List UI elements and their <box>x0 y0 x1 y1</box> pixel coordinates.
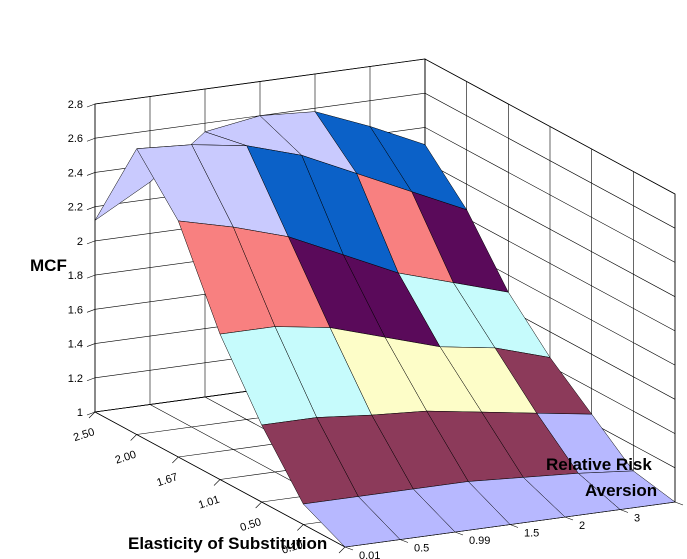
x-tick-label: 2.00 <box>114 449 138 467</box>
y-tick-label: 0.5 <box>414 543 429 555</box>
z-tick-label: 1.6 <box>68 304 83 316</box>
y-tick-mark <box>564 516 574 521</box>
z-tick-label: 2.8 <box>68 99 83 111</box>
x-tick-mark <box>130 434 137 441</box>
z-tick-mark <box>86 274 96 279</box>
z-tick-label: 1.2 <box>68 373 83 385</box>
y-tick-label: 3 <box>634 513 640 525</box>
z-tick-mark <box>86 411 96 416</box>
z-tick-mark <box>86 103 96 108</box>
z-axis-title: MCF <box>30 256 67 275</box>
z-tick-label: 1 <box>77 407 83 419</box>
y-tick-mark <box>619 509 629 513</box>
z-tick-label: 2.4 <box>68 167 83 179</box>
surface-mesh <box>94 111 676 548</box>
x-tick-label: 2.50 <box>72 426 96 444</box>
y-tick-mark <box>399 539 409 543</box>
y-axis-title-line1: Relative Risk <box>546 455 652 474</box>
z-tick-label: 1.4 <box>68 339 83 351</box>
y-tick-label: 1.5 <box>524 528 539 540</box>
x-tick-label: 0.50 <box>239 516 263 534</box>
z-tick-label: 2.6 <box>68 133 83 145</box>
x-tick-label: 1.01 <box>197 494 221 512</box>
z-tick-label: 2.2 <box>68 202 83 214</box>
x-tick-mark <box>213 479 221 486</box>
y-tick-label: 0.01 <box>359 550 380 559</box>
z-tick-mark <box>86 343 96 347</box>
y-tick-label: 2 <box>579 520 585 532</box>
z-tick-mark <box>86 172 96 176</box>
z-tick-mark <box>86 206 96 210</box>
y-tick-label: 0.99 <box>469 535 490 547</box>
y-tick-mark <box>509 524 519 528</box>
x-tick-label: 1.67 <box>155 471 179 489</box>
z-tick-label: 1.8 <box>68 270 83 282</box>
y-tick-mark <box>454 531 464 536</box>
z-tick-mark <box>86 137 96 142</box>
x-tick-mark <box>255 501 262 509</box>
z-tick-label: 2 <box>77 236 83 248</box>
surface-cell <box>302 496 401 548</box>
x-tick-mark <box>297 524 304 531</box>
x-tick-mark <box>172 456 179 464</box>
x-tick-mark <box>88 411 96 419</box>
z-tick-mark <box>86 309 96 313</box>
x-axis-title: Elasticity of Substitution <box>128 534 327 553</box>
x-tick-mark <box>338 546 346 554</box>
y-tick-mark <box>344 546 354 551</box>
z-tick-mark <box>86 240 96 245</box>
z-tick-mark <box>86 377 96 382</box>
y-tick-mark <box>674 501 684 506</box>
y-axis-title-line2: Aversion <box>585 481 657 500</box>
